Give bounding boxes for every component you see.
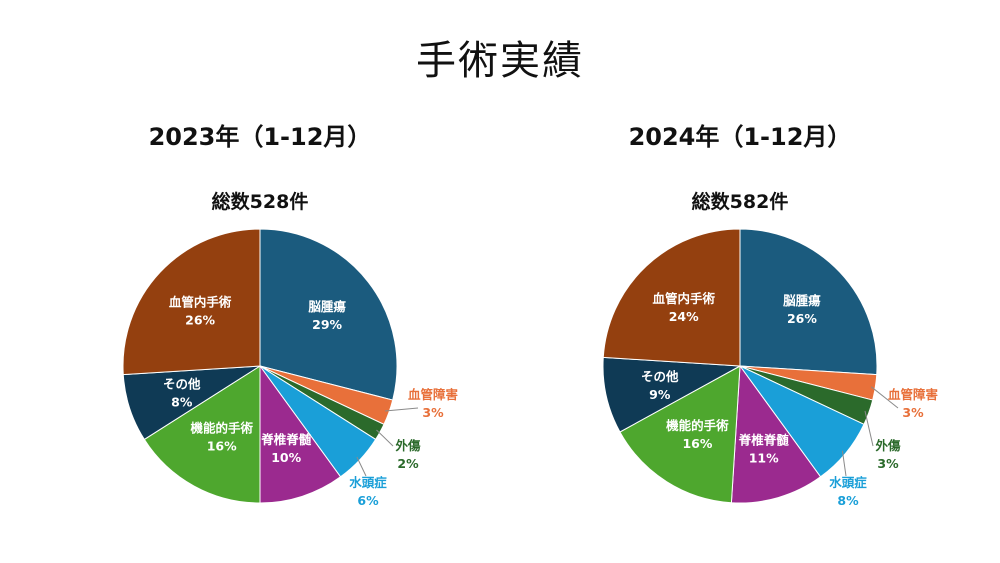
- slice-label: その他: [163, 376, 201, 391]
- slice-label: 機能的手術: [666, 418, 729, 433]
- chart-title: 2023年（1-12月）: [148, 123, 372, 151]
- slice-percent-label: 26%: [787, 311, 817, 326]
- slice-percent-label: 3%: [877, 456, 899, 471]
- page-title: 手術実績: [416, 38, 584, 84]
- slice-percent-label: 8%: [837, 493, 859, 508]
- pie-slice: [259, 228, 398, 401]
- slice-label: 血管障害: [888, 387, 938, 402]
- slice-percent-label: 3%: [422, 405, 444, 420]
- slice-percent-label: 16%: [682, 436, 712, 451]
- pie-chart-2024: 2024年（1-12月） 総数582件 脳腫瘍 26% 血管障害 3% 外傷 3% 水頭症 8…: [490, 0, 990, 563]
- slice-percent-label: 29%: [312, 317, 342, 332]
- slice-label: 脳腫瘍: [308, 299, 346, 314]
- slice-label: 血管内手術: [652, 291, 715, 306]
- slice-label: 脊椎脊髄: [738, 433, 790, 448]
- leader-line: [376, 429, 394, 447]
- chart-subtitle: 総数528件: [211, 191, 309, 213]
- slice-label: 脊椎脊髄: [260, 432, 312, 447]
- slice-percent-label: 24%: [669, 309, 699, 324]
- slice-label: 血管障害: [408, 387, 458, 402]
- leader-line: [356, 456, 367, 477]
- pie-slice: [739, 228, 878, 376]
- slice-percent-label: 9%: [649, 387, 671, 402]
- pie-slice: [143, 365, 261, 504]
- slice-label: 外傷: [874, 438, 901, 453]
- slice-percent-label: 8%: [171, 394, 193, 409]
- chart-title: 2024年（1-12月）: [628, 123, 852, 151]
- slice-percent-label: 16%: [207, 439, 237, 454]
- slice-percent-label: 2%: [397, 456, 419, 471]
- slice-label: 外傷: [394, 438, 421, 453]
- pie-svg-2024: 脳腫瘍 26% 血管障害 3% 外傷 3% 水頭症 8% 脊椎脊髄 11% 機能的手術 16% その他 9…: [602, 228, 938, 508]
- pie-slice: [259, 364, 342, 504]
- chart-subtitle: 総数582件: [691, 191, 789, 213]
- pie-svg-2023: 脳腫瘍 29% 血管障害 3% 外傷 2% 水頭症 6% 脊椎脊髄 10% 機能的手術 16% その他 8…: [122, 228, 458, 508]
- slice-percent-label: 3%: [902, 405, 924, 420]
- slice-label: 水頭症: [349, 475, 387, 490]
- slice-percent-label: 26%: [185, 313, 215, 328]
- slice-label: その他: [641, 369, 679, 384]
- leader-line: [864, 410, 874, 447]
- pie-slice: [619, 365, 741, 504]
- slice-label: 脳腫瘍: [783, 293, 821, 308]
- slice-percent-label: 6%: [357, 493, 379, 508]
- slice-label: 機能的手術: [190, 421, 253, 436]
- slice-percent-label: 11%: [749, 451, 779, 466]
- slice-label: 血管内手術: [169, 295, 232, 310]
- slice-percent-label: 10%: [271, 450, 301, 465]
- pie-chart-2023: 2023年（1-12月） 総数528件 脳腫瘍 29% 血管障害 3% 外傷 2% 水頭症 6…: [10, 0, 510, 563]
- slice-label: 水頭症: [829, 475, 867, 490]
- leader-line: [841, 450, 847, 477]
- leader-line: [384, 407, 419, 412]
- pie-slice: [730, 364, 822, 504]
- leader-line: [870, 386, 899, 409]
- pie-slice: [602, 228, 741, 367]
- pie-slice: [122, 228, 261, 376]
